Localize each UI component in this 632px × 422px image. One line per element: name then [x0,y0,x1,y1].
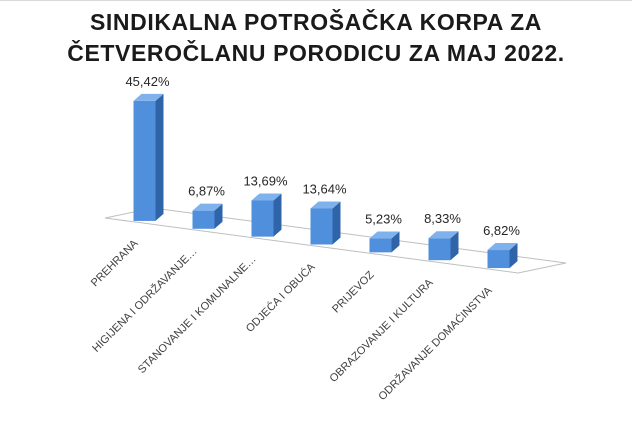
bar-2 [192,210,215,229]
bar-top-3 [251,193,282,201]
bar-side-1 [155,93,164,221]
bar-side-4 [332,201,341,245]
bar-side-6 [450,231,459,261]
bar-side-7 [509,243,518,269]
category-label-1: PREHRANA [89,237,141,289]
bar-6 [428,238,451,261]
bar-3 [251,200,274,237]
data-label-1: 45,42% [125,74,170,89]
bar-7 [487,250,510,269]
bar-top-7 [487,243,518,251]
data-label-6: 8,33% [424,211,461,226]
category-label-3: STANOVANJE I KOMUNALNE… [136,253,259,376]
bar-5 [369,238,392,253]
category-label-5: PRIJEVOZ [330,269,377,316]
category-label-2: HIGIJENA I ODRŽAVANJE… [90,245,200,355]
bar-top-4 [310,201,341,209]
bar-top-6 [428,231,459,239]
bar-4 [310,208,333,245]
chart-title-line-2: ČETVEROČLANU PORODICU ZA MAJ 2022. [67,40,565,66]
bar-side-3 [273,193,282,237]
category-label-7: ODRŽAVANJE DOMAĆINSTVA [376,284,495,403]
bar-side-5 [391,231,400,253]
bar-top-2 [192,203,223,211]
data-label-2: 6,87% [188,184,225,199]
bar-side-2 [214,203,223,229]
data-label-3: 13,69% [243,173,288,188]
data-label-5: 5,23% [365,212,402,227]
chart-title-line-1: SINDIKALNA POTROŠAČKA KORPA ZA [89,9,542,35]
bar-top-1 [133,93,164,101]
bar-top-5 [369,231,400,239]
category-label-4: ODJEĆA I OBUĆA [243,260,318,335]
data-label-4: 13,64% [302,181,347,196]
chart-title: SINDIKALNA POTROŠAČKA KORPA ZA ČETVEROČL… [0,7,632,69]
bar-1 [133,100,156,221]
data-label-7: 6,82% [483,223,520,238]
